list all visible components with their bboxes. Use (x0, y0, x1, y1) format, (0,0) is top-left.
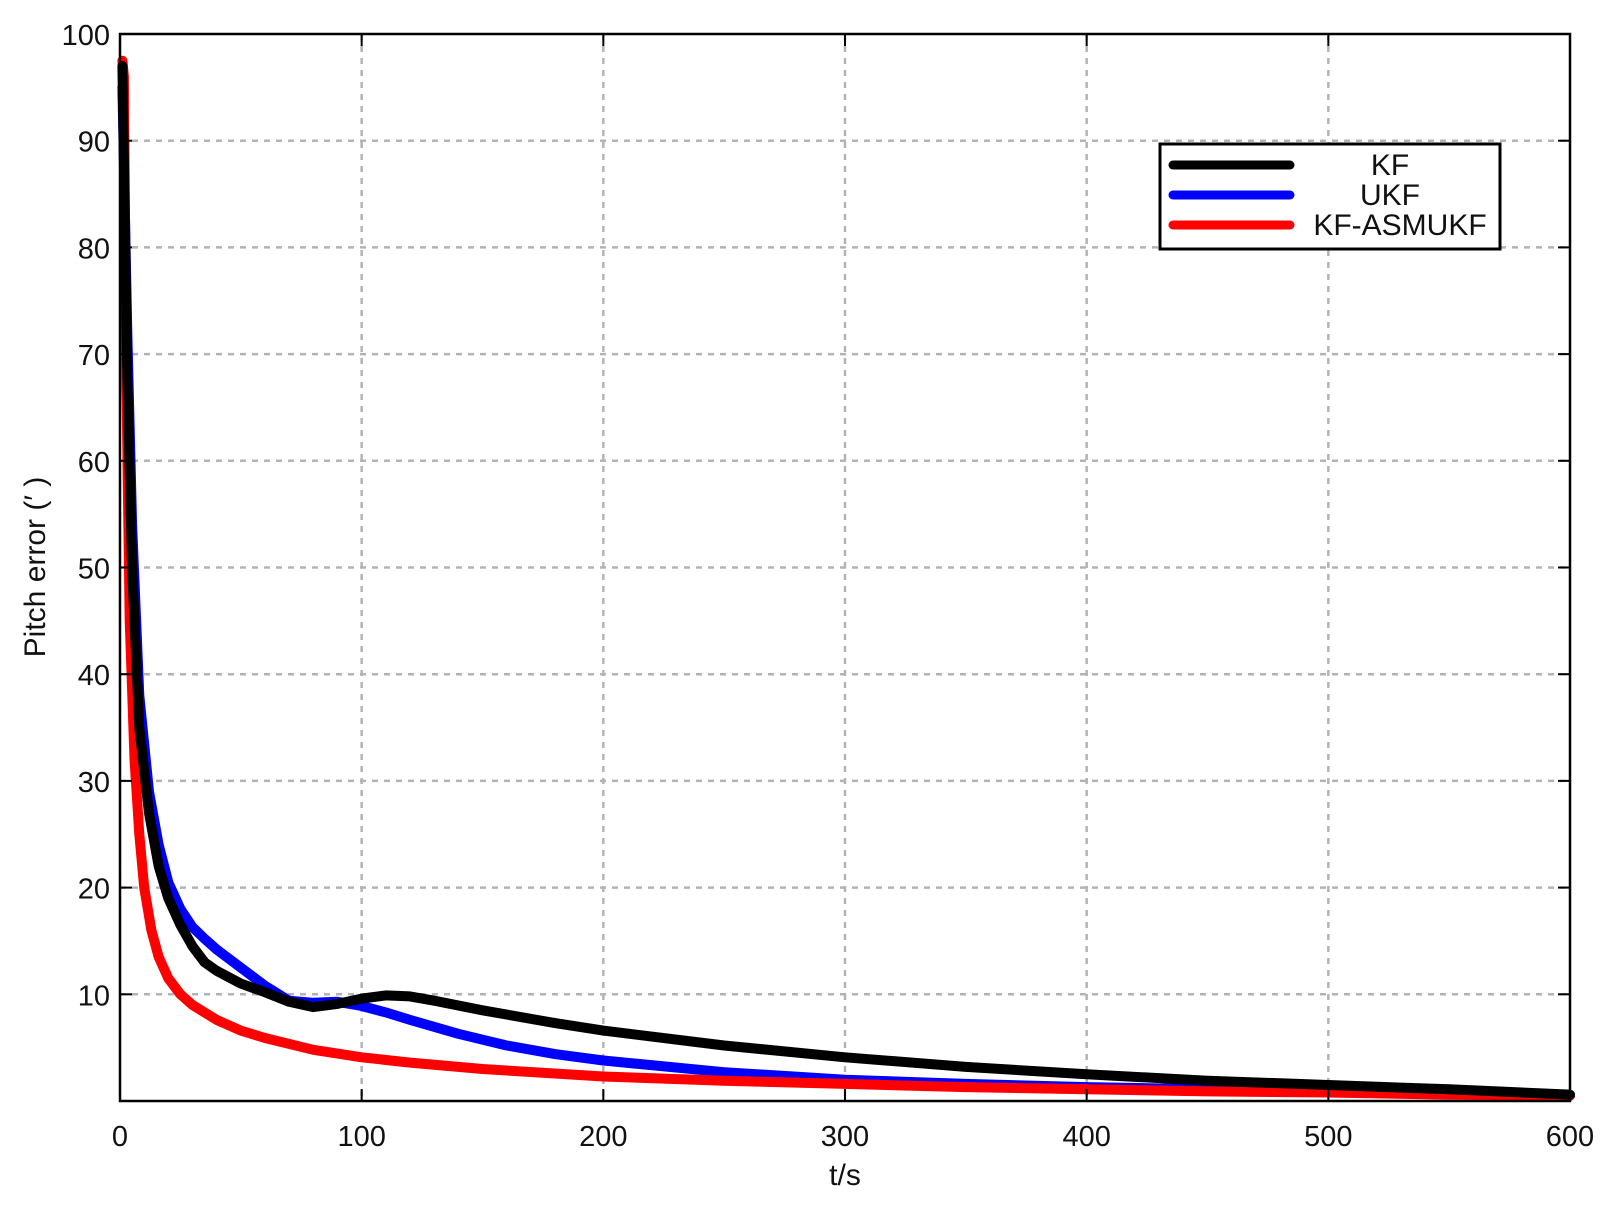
series-lines (117, 55, 1575, 1101)
x-tick-label: 400 (1062, 1121, 1110, 1153)
x-tick-label: 0 (112, 1121, 128, 1153)
legend-label-kf-asmukf: KF-ASMUKF (1313, 209, 1486, 242)
y-tick-label: 40 (78, 660, 110, 692)
y-tick-label: 20 (78, 874, 110, 906)
x-tick-label: 200 (579, 1121, 627, 1153)
y-tick-label: 50 (78, 554, 110, 586)
grid-lines (120, 34, 1570, 1101)
series-line-kf-asmukf (117, 55, 1575, 1101)
y-axis-label: Pitch error (′ ) (19, 477, 52, 658)
plot-frame (118, 32, 1572, 1103)
x-axis-label: t/s (829, 1159, 861, 1192)
y-tick-label: 70 (78, 340, 110, 372)
legend-label-kf: KF (1371, 149, 1409, 182)
series-line-kf (117, 61, 1575, 1100)
y-tick-label: 90 (78, 127, 110, 159)
y-tick-label: 60 (78, 447, 110, 479)
legend-label-ukf: UKF (1360, 179, 1420, 212)
x-tick-label: 300 (821, 1121, 869, 1153)
tick-labels: 0 100 200 300 400 500 600 10 20 30 40 50 60 70 80 90 100 (62, 20, 1595, 1153)
y-tick-label: 100 (62, 20, 110, 52)
y-tick-label: 10 (78, 980, 110, 1012)
axes-box (118, 32, 1572, 1103)
x-tick-label: 100 (337, 1121, 385, 1153)
y-tick-label: 30 (78, 767, 110, 799)
x-tick-label: 500 (1304, 1121, 1352, 1153)
x-tick-label: 600 (1546, 1121, 1594, 1153)
y-tick-label: 80 (78, 233, 110, 265)
